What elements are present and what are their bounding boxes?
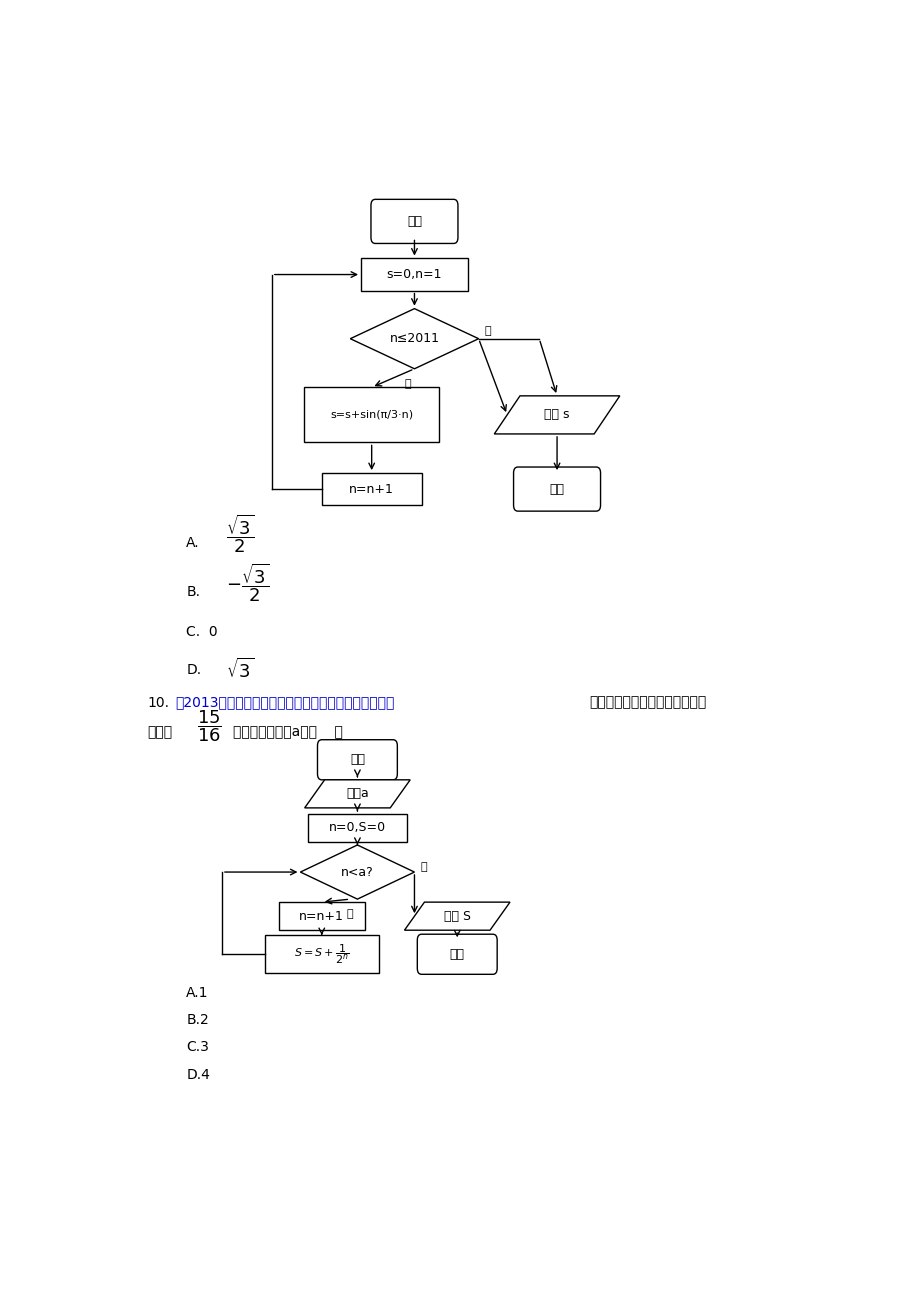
Text: 是: 是 — [346, 909, 353, 919]
Text: 否: 否 — [420, 862, 426, 872]
Bar — [307, 814, 407, 842]
Bar — [322, 473, 421, 505]
Text: n≤2011: n≤2011 — [389, 332, 439, 345]
Text: A.: A. — [186, 536, 199, 551]
FancyBboxPatch shape — [370, 199, 458, 243]
Text: 结果是: 结果是 — [147, 725, 172, 740]
Text: B.: B. — [186, 586, 200, 599]
FancyBboxPatch shape — [513, 467, 600, 512]
Text: B.2: B.2 — [186, 1013, 209, 1027]
Text: C.3: C.3 — [186, 1040, 209, 1055]
Text: 开始: 开始 — [349, 754, 365, 767]
Polygon shape — [350, 309, 478, 368]
Polygon shape — [494, 396, 619, 434]
Bar — [360, 259, 468, 290]
Text: $\sqrt{3}$: $\sqrt{3}$ — [225, 658, 254, 682]
Text: 是: 是 — [403, 379, 410, 389]
Text: C.  0: C. 0 — [186, 625, 218, 639]
Text: n=n+1: n=n+1 — [299, 910, 344, 923]
Text: n<a?: n<a? — [341, 866, 373, 879]
Text: 执行右面的程序框图，若输出的: 执行右面的程序框图，若输出的 — [588, 695, 706, 710]
Text: $-\dfrac{\sqrt{3}}{2}$: $-\dfrac{\sqrt{3}}{2}$ — [225, 561, 268, 604]
Text: D.: D. — [186, 663, 201, 677]
Text: s=s+sin(π/3·n): s=s+sin(π/3·n) — [330, 410, 413, 421]
Text: 开始: 开始 — [406, 215, 422, 228]
Text: $\dfrac{\sqrt{3}}{2}$: $\dfrac{\sqrt{3}}{2}$ — [225, 512, 254, 555]
Text: $S=S+\dfrac{1}{2^n}$: $S=S+\dfrac{1}{2^n}$ — [293, 943, 349, 966]
Polygon shape — [404, 902, 509, 930]
Text: A.1: A.1 — [186, 987, 209, 1000]
Text: s=0,n=1: s=0,n=1 — [386, 268, 442, 281]
Polygon shape — [300, 845, 414, 900]
Bar — [265, 935, 379, 974]
Text: ，则输入的整数a为（    ）: ，则输入的整数a为（ ） — [233, 725, 342, 740]
Text: n=0,S=0: n=0,S=0 — [328, 822, 386, 835]
Text: $\dfrac{15}{16}$: $\dfrac{15}{16}$ — [197, 708, 221, 743]
Polygon shape — [304, 780, 410, 807]
Text: 输出 s: 输出 s — [544, 409, 569, 422]
FancyBboxPatch shape — [317, 740, 397, 780]
Text: 否: 否 — [483, 326, 491, 336]
Text: 结束: 结束 — [549, 483, 564, 496]
Text: 结束: 结束 — [449, 948, 464, 961]
Bar — [278, 902, 364, 930]
FancyBboxPatch shape — [417, 935, 496, 974]
Text: n=n+1: n=n+1 — [349, 483, 393, 496]
Text: （2013届黑龙江省双鸭山市第一中学高三第三次月考）: （2013届黑龙江省双鸭山市第一中学高三第三次月考） — [176, 695, 394, 710]
Text: 输入a: 输入a — [346, 788, 369, 801]
Text: 10.: 10. — [147, 695, 169, 710]
Text: D.4: D.4 — [186, 1068, 210, 1082]
Text: 输出 S: 输出 S — [443, 910, 471, 923]
Bar — [303, 387, 439, 443]
